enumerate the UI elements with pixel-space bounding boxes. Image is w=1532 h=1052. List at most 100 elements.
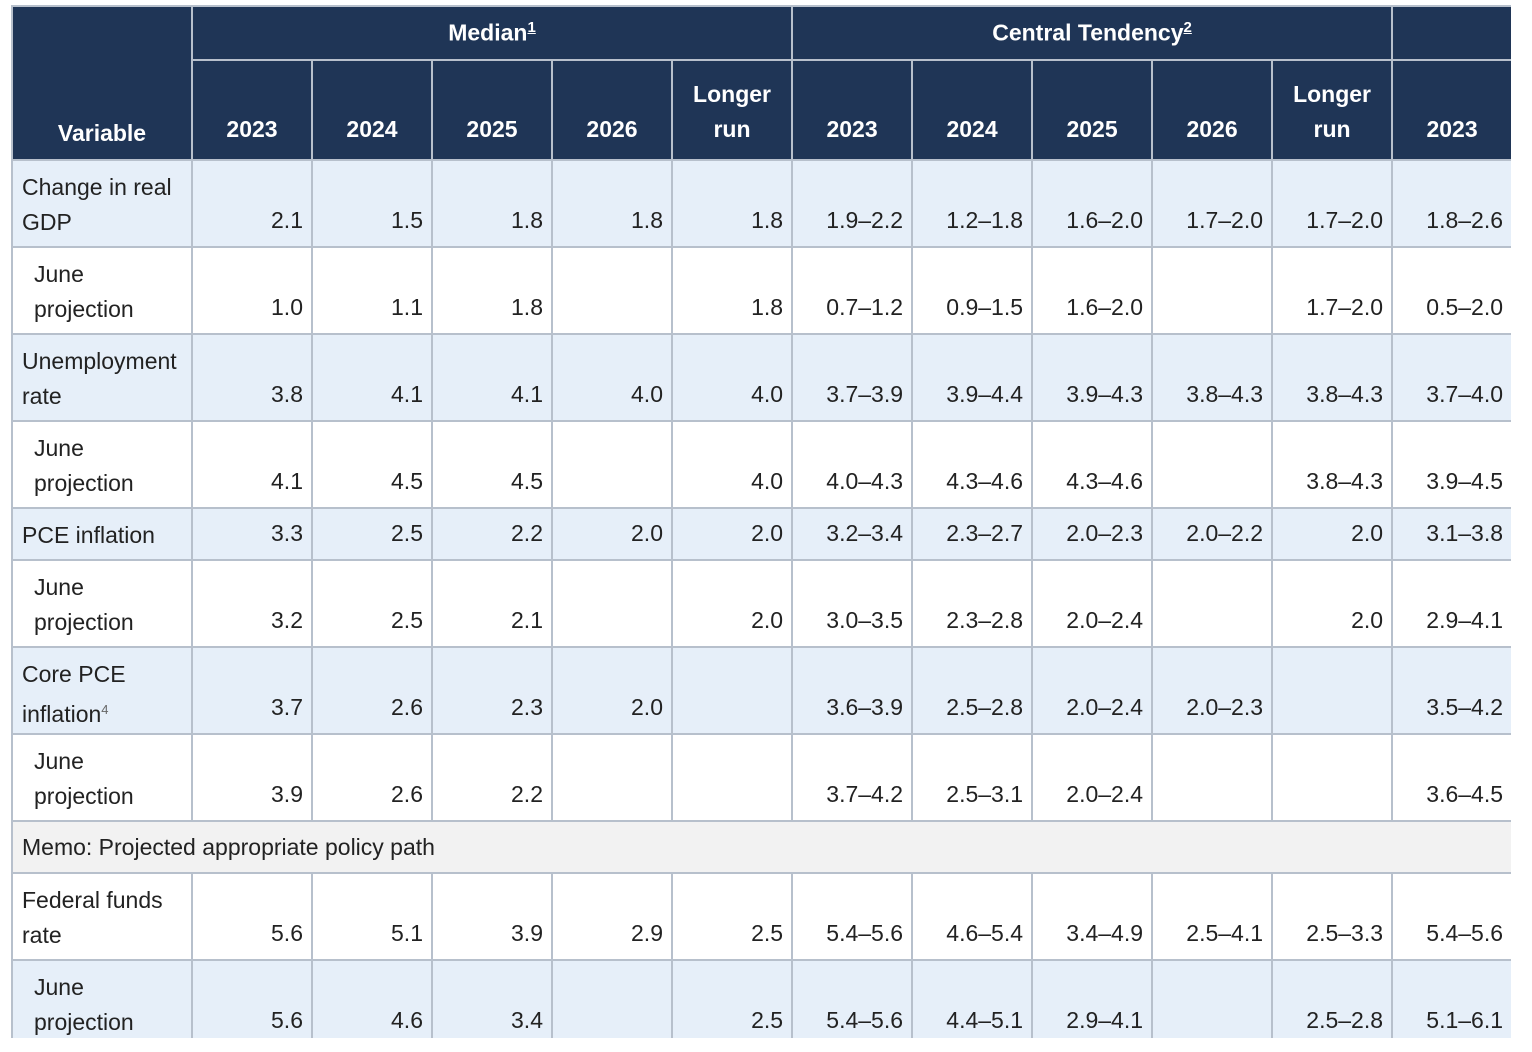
value-cell <box>1151 959 1274 1038</box>
value-cell: 1.0 <box>191 246 313 335</box>
row-label: Federal funds rate <box>22 887 163 948</box>
value-cell: 2.5 <box>670 959 794 1038</box>
row-label: June projection <box>34 574 134 635</box>
value-cell: 2.9 <box>551 872 673 961</box>
value-cell: 3.5–4.2 <box>1391 646 1511 735</box>
value-cell: 2.5–4.1 <box>1151 872 1274 961</box>
median-footnote-link[interactable]: 1 <box>527 19 536 37</box>
value-cell: 3.2 <box>191 559 313 648</box>
value-cell: 3.9–4.4 <box>911 333 1034 422</box>
value-cell: 2.0 <box>670 507 794 561</box>
value-cell <box>670 733 794 822</box>
value-cell: 1.8 <box>431 246 553 335</box>
central-tendency-footnote-link[interactable]: 2 <box>1183 19 1192 37</box>
value-cell: 1.9–2.2 <box>791 159 914 248</box>
value-cell: 4.4–5.1 <box>911 959 1034 1038</box>
value-cell: 3.8–4.3 <box>1271 333 1394 422</box>
year-header: 2025 <box>431 59 553 161</box>
year-header: Longer run <box>670 59 794 161</box>
row-label: Unemployment rate <box>22 348 177 409</box>
value-cell: 4.5 <box>311 420 433 509</box>
value-cell: 2.3–2.8 <box>911 559 1034 648</box>
value-cell: 2.0 <box>551 507 673 561</box>
value-cell: 3.9 <box>191 733 313 822</box>
value-cell: 2.0 <box>1271 507 1394 561</box>
value-cell: 4.3–4.6 <box>1031 420 1154 509</box>
variable-header: Variable <box>11 5 193 161</box>
row-label-cell: Change in real GDP <box>11 159 193 248</box>
value-cell: 0.9–1.5 <box>911 246 1034 335</box>
value-cell: 3.8 <box>191 333 313 422</box>
table-row: June projection 3.9 2.6 2.2 3.7–4.2 2.5–3.1 2.… <box>11 733 1511 822</box>
value-cell <box>551 559 673 648</box>
value-cell <box>1151 559 1274 648</box>
value-cell: 2.1 <box>191 159 313 248</box>
value-cell: 4.0 <box>670 333 794 422</box>
value-cell: 4.6–5.4 <box>911 872 1034 961</box>
value-cell <box>1151 246 1274 335</box>
value-cell: 1.7–2.0 <box>1271 159 1394 248</box>
value-cell: 5.4–5.6 <box>791 872 914 961</box>
value-cell: 3.9–4.5 <box>1391 420 1511 509</box>
value-cell: 4.0 <box>670 420 794 509</box>
memo-row: Memo: Projected appropriate policy path <box>11 820 1511 874</box>
value-cell: 3.8–4.3 <box>1271 420 1394 509</box>
value-cell: 1.8 <box>551 159 673 248</box>
table-row: Federal funds rate 5.6 5.1 3.9 2.9 2.5 5.4–5.6… <box>11 872 1511 961</box>
value-cell: 1.8–2.6 <box>1391 159 1511 248</box>
row-label-cell: Federal funds rate <box>11 872 193 961</box>
value-cell: 3.7–3.9 <box>791 333 914 422</box>
value-cell <box>551 420 673 509</box>
row-label: June projection <box>34 748 134 809</box>
value-cell: 3.4–4.9 <box>1031 872 1154 961</box>
value-cell: 2.0–2.4 <box>1031 733 1154 822</box>
median-header-label: Median <box>448 19 528 46</box>
row-label-cell: June projection <box>11 246 193 335</box>
year-header: 2023 <box>191 59 313 161</box>
value-cell: 1.7–2.0 <box>1151 159 1274 248</box>
economic-projections-table: Variable Median1 Central Tendency2 2023 … <box>11 5 1511 1038</box>
row-label-cell: June projection <box>11 959 193 1038</box>
central-tendency-group-header: Central Tendency2 <box>791 5 1394 61</box>
row-label: June projection <box>34 261 134 322</box>
value-cell: 2.0–2.3 <box>1151 646 1274 735</box>
value-cell: 3.3 <box>191 507 313 561</box>
table-row: June projection 3.2 2.5 2.1 2.0 3.0–3.5 2.3–2.… <box>11 559 1511 648</box>
row-label: PCE inflation <box>22 522 155 548</box>
value-cell: 5.4–5.6 <box>1391 872 1511 961</box>
memo-label: Memo: Projected appropriate policy path <box>11 820 1511 874</box>
value-cell: 2.6 <box>311 733 433 822</box>
value-cell: 2.0–2.4 <box>1031 559 1154 648</box>
row-label: June projection <box>34 435 134 496</box>
value-cell: 3.8–4.3 <box>1151 333 1274 422</box>
value-cell: 3.6–3.9 <box>791 646 914 735</box>
year-header: 2024 <box>311 59 433 161</box>
value-cell <box>551 733 673 822</box>
row-label-cell: June projection <box>11 559 193 648</box>
value-cell: 1.2–1.8 <box>911 159 1034 248</box>
value-cell: 2.9–4.1 <box>1031 959 1154 1038</box>
value-cell: 2.3 <box>431 646 553 735</box>
value-cell: 4.1 <box>191 420 313 509</box>
value-cell <box>551 246 673 335</box>
row-label: Change in real GDP <box>22 174 172 235</box>
value-cell: 3.0–3.5 <box>791 559 914 648</box>
value-cell: 3.7–4.0 <box>1391 333 1511 422</box>
projections-table-container: Variable Median1 Central Tendency2 2023 … <box>11 5 1511 1038</box>
value-cell: 3.7 <box>191 646 313 735</box>
value-cell <box>551 959 673 1038</box>
value-cell: 5.6 <box>191 872 313 961</box>
value-cell: 1.1 <box>311 246 433 335</box>
year-header: 2024 <box>911 59 1034 161</box>
value-cell: 5.6 <box>191 959 313 1038</box>
value-cell: 2.0 <box>551 646 673 735</box>
year-header: 2026 <box>1151 59 1274 161</box>
row-label-cell: PCE inflation <box>11 507 193 561</box>
table-row: June projection 5.6 4.6 3.4 2.5 5.4–5.6 4.4–5.… <box>11 959 1511 1038</box>
value-cell <box>1271 646 1394 735</box>
value-cell: 1.8 <box>431 159 553 248</box>
table-row: Change in real GDP 2.1 1.5 1.8 1.8 1.8 1.9–2.2… <box>11 159 1511 248</box>
value-cell: 2.5–3.3 <box>1271 872 1394 961</box>
value-cell: 1.6–2.0 <box>1031 246 1154 335</box>
central-tendency-header-label: Central Tendency <box>992 19 1184 46</box>
